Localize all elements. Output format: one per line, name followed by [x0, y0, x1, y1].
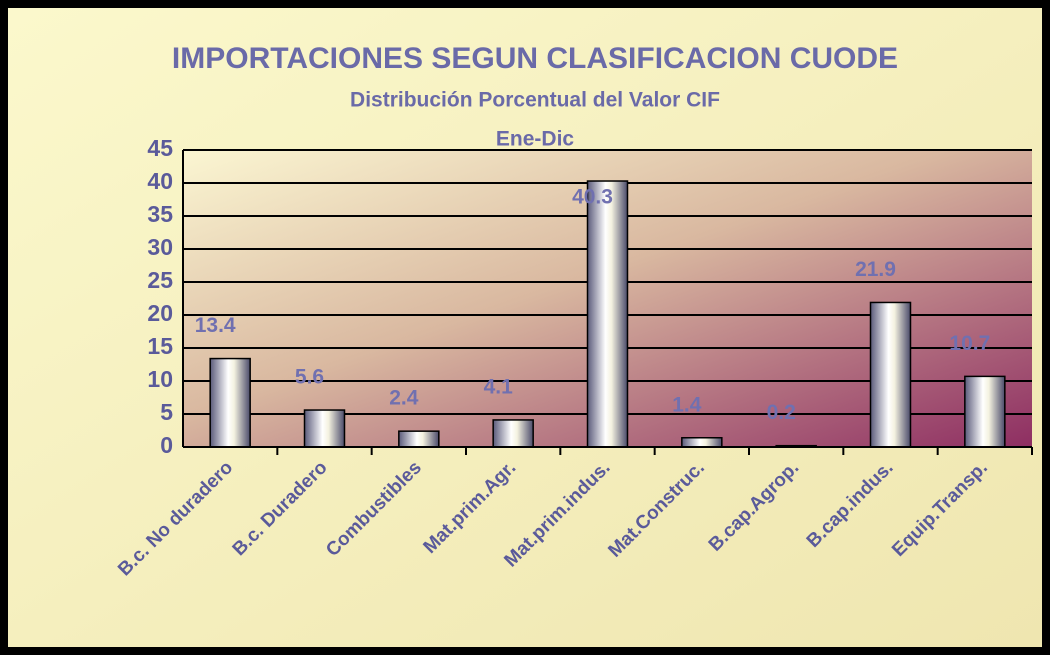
data-label: 10.7: [949, 332, 990, 355]
y-tick-label: 0: [160, 432, 173, 458]
y-tick-label: 20: [147, 300, 173, 326]
data-label: 5.6: [295, 366, 324, 389]
data-label: 21.9: [855, 258, 896, 281]
data-label: 4.1: [484, 375, 514, 398]
bar: [492, 419, 534, 448]
data-label: 40.3: [572, 186, 613, 209]
bar: [586, 180, 629, 448]
y-tick-label: 40: [147, 168, 173, 194]
bar: [398, 430, 440, 448]
data-label: 2.4: [389, 387, 419, 410]
bar: [209, 357, 251, 448]
bar: [869, 301, 912, 448]
y-tick-label: 15: [147, 333, 173, 359]
bar: [681, 437, 723, 448]
y-tick-label: 25: [147, 267, 173, 293]
y-tick-label: 35: [147, 201, 173, 227]
chart-period: Ene-Dic: [496, 128, 575, 151]
data-label: 0.2: [767, 401, 796, 424]
y-tick-label: 45: [147, 135, 173, 161]
data-label: 13.4: [195, 314, 236, 337]
chart-title: IMPORTACIONES SEGUN CLASIFICACION CUODE: [172, 42, 898, 75]
y-tick-label: 5: [160, 399, 173, 425]
chart-subtitle: Distribución Porcentual del Valor CIF: [350, 89, 720, 112]
y-tick-label: 10: [147, 366, 173, 392]
bar: [303, 409, 346, 448]
data-label: 1.4: [672, 393, 702, 416]
y-tick-label: 30: [147, 234, 173, 260]
bar: [964, 375, 1006, 448]
